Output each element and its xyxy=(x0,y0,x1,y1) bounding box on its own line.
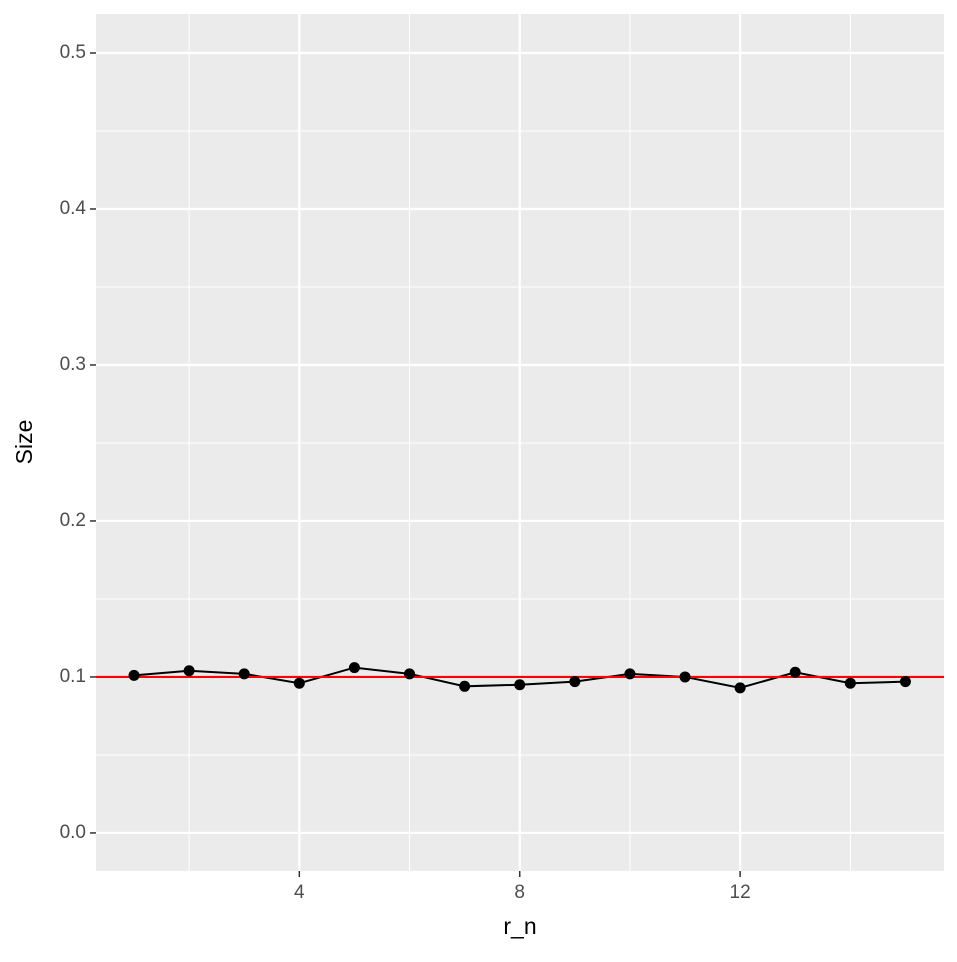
point xyxy=(348,662,360,674)
x-axis-title: r_n xyxy=(503,913,536,939)
y-tick-label: 0.3 xyxy=(60,354,86,375)
point xyxy=(734,682,746,694)
point xyxy=(789,666,801,678)
y-axis-title: Size xyxy=(11,420,37,465)
x-tick-label: 8 xyxy=(514,882,525,903)
y-tick-label: 0.1 xyxy=(60,666,86,687)
x-tick-label: 12 xyxy=(730,882,751,903)
point xyxy=(183,665,195,677)
point xyxy=(844,677,856,689)
point xyxy=(238,668,250,680)
y-tick-label: 0.5 xyxy=(60,42,86,63)
point xyxy=(679,671,691,683)
point xyxy=(404,668,416,680)
x-tick-label: 4 xyxy=(294,882,305,903)
point xyxy=(899,676,911,688)
point xyxy=(569,676,581,688)
point xyxy=(293,677,305,689)
point xyxy=(624,668,636,680)
point xyxy=(459,680,471,692)
y-tick-label: 0.2 xyxy=(60,510,86,531)
y-tick-label: 0.4 xyxy=(60,198,87,219)
y-tick-label: 0.0 xyxy=(60,822,86,843)
point xyxy=(128,669,140,681)
point xyxy=(514,679,526,691)
